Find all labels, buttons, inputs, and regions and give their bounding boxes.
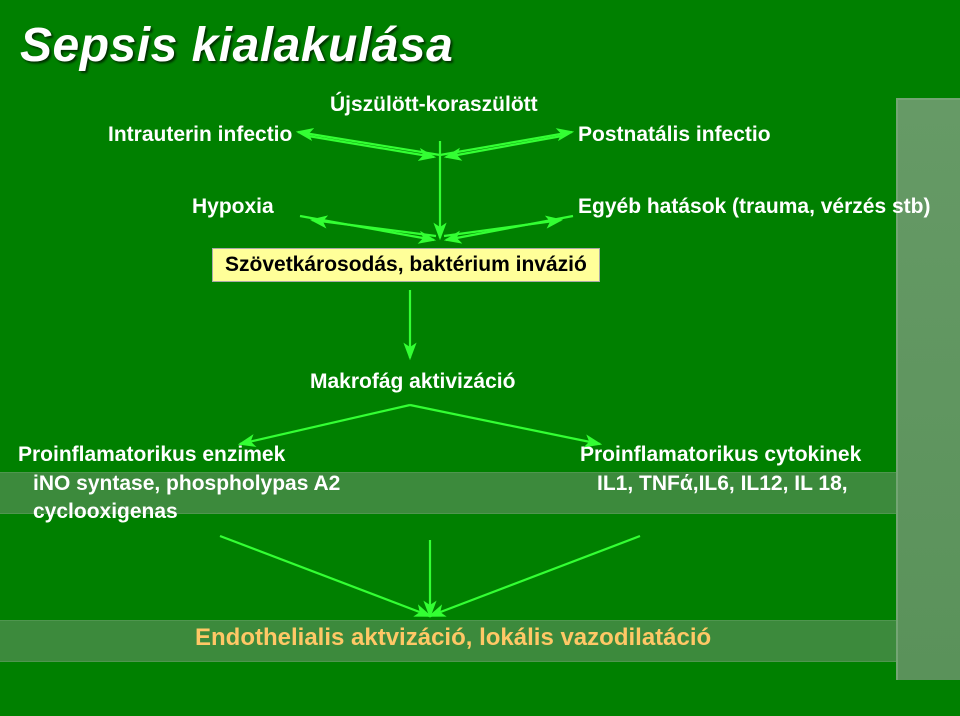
label-proinf-cyto: Proinflamatorikus cytokinek [580, 443, 861, 467]
label-ino: iNO syntase, phospholypas A2 [33, 472, 340, 496]
box-szovetkar: Szövetkárosodás, baktérium invázió [212, 248, 600, 282]
label-il: IL1, TNFά,IL6, IL12, IL 18, [597, 472, 848, 496]
sidebar-decoration [896, 98, 960, 680]
label-cyclo: cyclooxigenas [33, 500, 178, 524]
label-hypoxia: Hypoxia [192, 195, 274, 219]
label-egyeb: Egyéb hatások (trauma, vérzés stb) [578, 195, 930, 219]
label-intrauterin: Intrauterin infectio [108, 123, 292, 147]
label-endothel: Endothelialis aktvizáció, lokális vazodi… [195, 624, 711, 652]
label-ujszulott: Újszülött-koraszülött [330, 93, 538, 117]
label-postnatalis: Postnatális infectio [578, 123, 771, 147]
slide-title: Sepsis kialakulása [20, 18, 453, 73]
label-proinf-enzimek: Proinflamatorikus enzimek [18, 443, 285, 467]
slide: Sepsis kialakulása Intrauterin infectio … [0, 0, 960, 716]
label-makrofag: Makrofág aktivizáció [310, 370, 515, 394]
